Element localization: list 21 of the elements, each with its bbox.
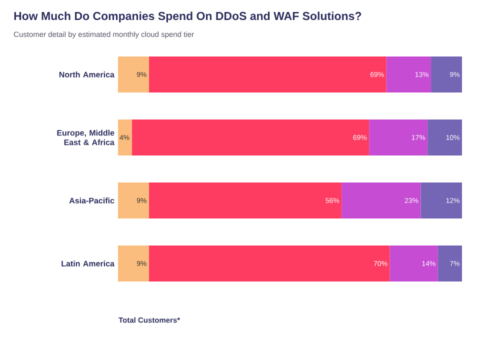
bar xyxy=(148,182,342,218)
bar xyxy=(118,182,149,218)
y-tick-label: Europe, Middle East & Africa xyxy=(57,130,115,146)
bar xyxy=(386,56,432,92)
bar xyxy=(118,119,132,156)
bar xyxy=(148,56,386,92)
bar xyxy=(118,245,149,282)
bar xyxy=(148,245,390,282)
bar xyxy=(342,182,421,218)
bar xyxy=(369,119,428,156)
bar xyxy=(118,56,149,92)
bar xyxy=(431,56,462,92)
bar xyxy=(132,119,370,156)
bar xyxy=(420,182,462,218)
chart-title: How Much Do Companies Spend On DDoS and WAF Solutions? xyxy=(14,12,362,22)
y-tick-label: North America xyxy=(59,72,115,78)
y-tick-label: Asia-Pacific xyxy=(69,198,114,204)
bar xyxy=(390,245,438,282)
bar xyxy=(438,245,462,282)
y-tick-label: Latin America xyxy=(62,260,115,266)
bar xyxy=(428,119,462,156)
